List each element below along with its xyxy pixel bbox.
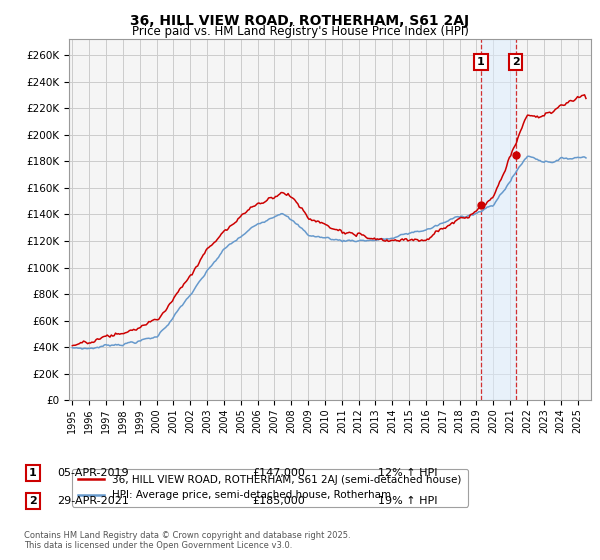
- Text: 12% ↑ HPI: 12% ↑ HPI: [378, 468, 437, 478]
- Text: 1: 1: [477, 57, 485, 67]
- Text: 36, HILL VIEW ROAD, ROTHERHAM, S61 2AJ: 36, HILL VIEW ROAD, ROTHERHAM, S61 2AJ: [130, 14, 470, 28]
- Text: Price paid vs. HM Land Registry's House Price Index (HPI): Price paid vs. HM Land Registry's House …: [131, 25, 469, 38]
- Text: Contains HM Land Registry data © Crown copyright and database right 2025.
This d: Contains HM Land Registry data © Crown c…: [24, 530, 350, 550]
- Text: 2: 2: [512, 57, 520, 67]
- Text: £147,000: £147,000: [252, 468, 305, 478]
- Legend: 36, HILL VIEW ROAD, ROTHERHAM, S61 2AJ (semi-detached house), HPI: Average price: 36, HILL VIEW ROAD, ROTHERHAM, S61 2AJ (…: [71, 469, 468, 507]
- Text: 1: 1: [29, 468, 37, 478]
- Text: £185,000: £185,000: [252, 496, 305, 506]
- Bar: [481, 39, 516, 400]
- Text: 19% ↑ HPI: 19% ↑ HPI: [378, 496, 437, 506]
- Text: 05-APR-2019: 05-APR-2019: [57, 468, 128, 478]
- Text: 29-APR-2021: 29-APR-2021: [57, 496, 129, 506]
- Text: 2: 2: [29, 496, 37, 506]
